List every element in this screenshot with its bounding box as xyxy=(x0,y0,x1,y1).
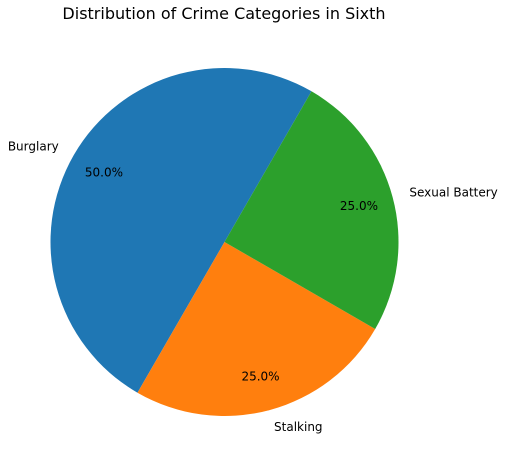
percent-label: 50.0% xyxy=(85,165,123,179)
pie-slices xyxy=(51,68,399,416)
chart-title: Distribution of Crime Categories in Sixt… xyxy=(62,4,385,23)
category-label: Stalking xyxy=(274,420,323,434)
percent-label: 25.0% xyxy=(340,199,378,213)
category-label: Burglary xyxy=(8,139,59,153)
percent-label: 25.0% xyxy=(241,369,279,383)
category-label: Sexual Battery xyxy=(409,185,497,199)
